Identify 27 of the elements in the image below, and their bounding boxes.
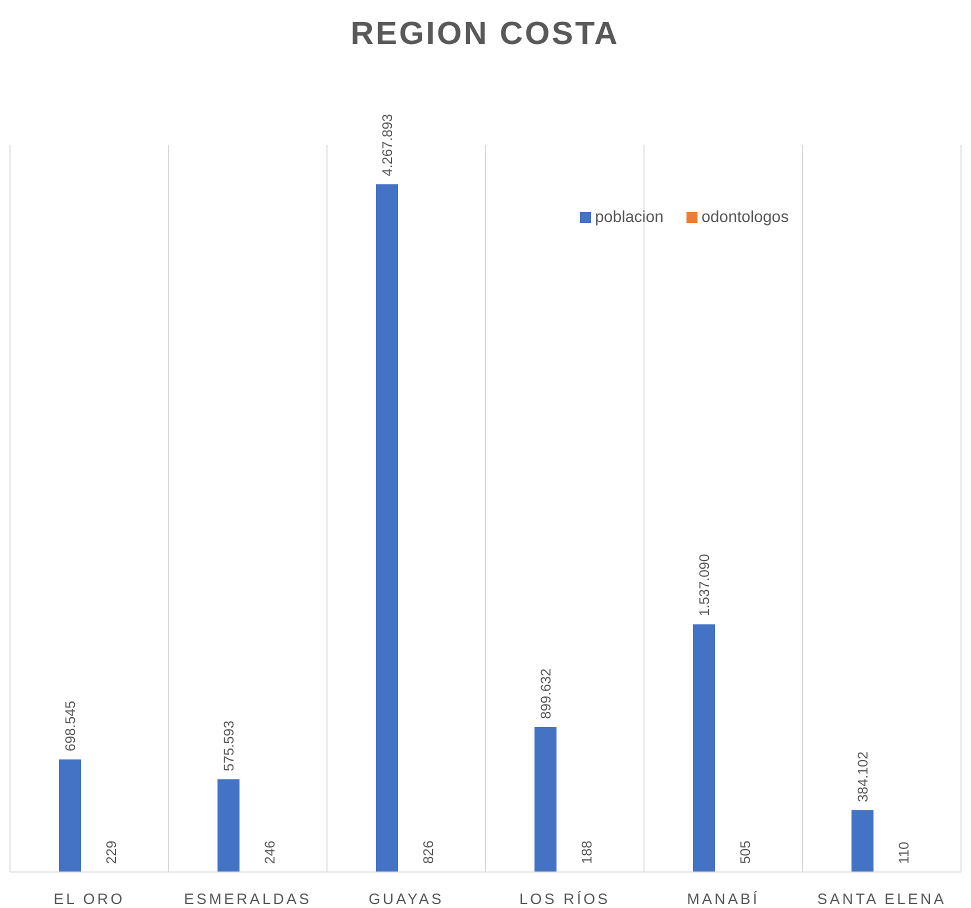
data-label: 575.593 <box>220 720 236 772</box>
x-tick-label: ESMERALDAS <box>184 891 312 908</box>
x-tick-label: MANABÍ <box>686 890 760 908</box>
x-tick-label: LOS RÍOS <box>519 890 610 908</box>
x-tick-label: GUAYAS <box>368 891 444 908</box>
data-label: 899.632 <box>538 668 554 720</box>
bar <box>376 184 398 872</box>
legend-label: poblacion <box>595 209 664 226</box>
data-label: 110 <box>896 841 912 864</box>
data-label: 246 <box>262 840 278 864</box>
data-label: 188 <box>578 840 594 864</box>
bar <box>59 759 81 872</box>
data-label: 384.102 <box>854 751 870 802</box>
data-label: 505 <box>737 840 753 864</box>
data-label: 698.545 <box>62 700 78 752</box>
x-tick-label: EL ORO <box>54 891 125 908</box>
data-label: 1.537.090 <box>696 554 712 616</box>
bar <box>693 624 715 872</box>
bar <box>218 779 240 872</box>
data-label: 229 <box>103 840 119 864</box>
bar <box>852 810 874 872</box>
data-label: 826 <box>420 840 436 864</box>
legend-label: odontologos <box>702 209 789 226</box>
chart-title: REGION COSTA <box>350 15 620 51</box>
x-tick-label: SANTA ELENA <box>817 891 946 908</box>
data-label: 4.267.893 <box>379 114 395 176</box>
bar <box>534 727 556 872</box>
